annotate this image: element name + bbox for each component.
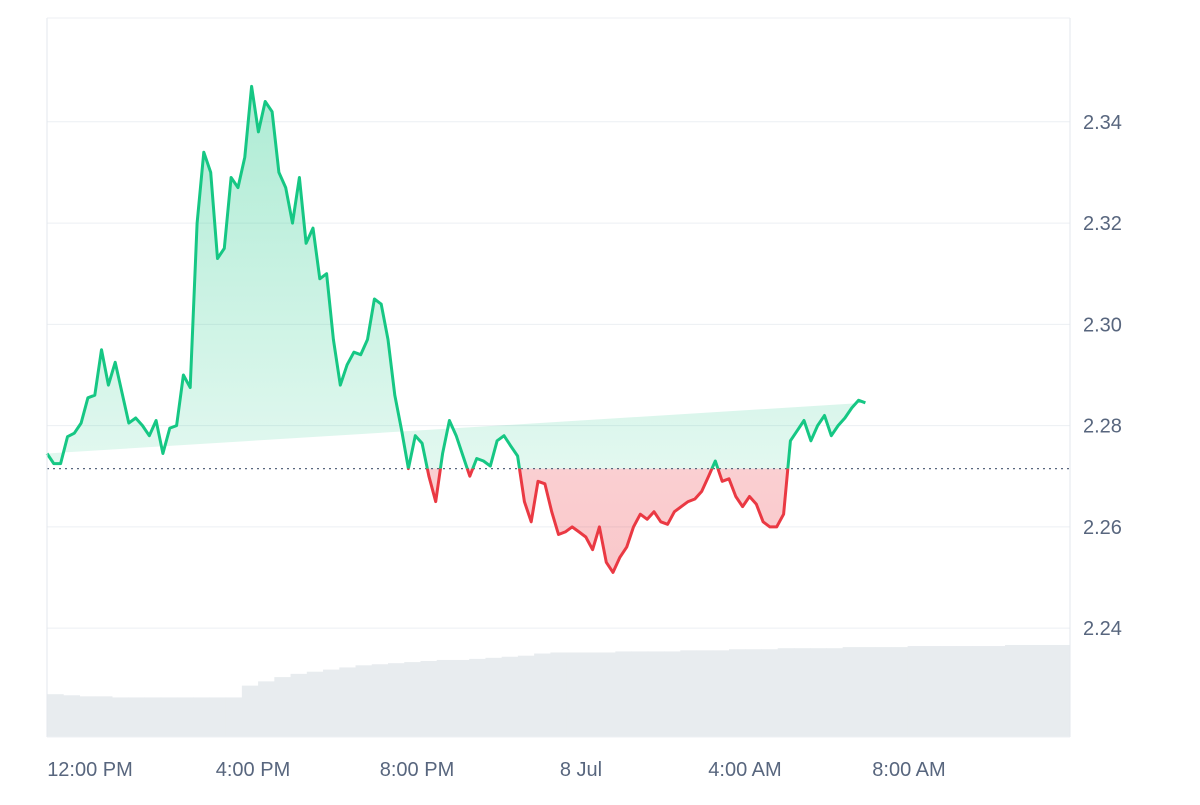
- volume-bar: [956, 646, 974, 737]
- volume-bar: [371, 664, 389, 737]
- volume-bar: [420, 661, 438, 737]
- volume-bar: [940, 646, 957, 737]
- volume-bar: [404, 662, 421, 737]
- volume-bar: [842, 647, 860, 737]
- volume-bar: [501, 656, 519, 737]
- volume-bar: [810, 648, 827, 737]
- volume-bar: [388, 663, 405, 737]
- volume-bar: [972, 646, 990, 737]
- volume-bar: [696, 650, 714, 737]
- volume-bar: [745, 649, 762, 737]
- x-tick-label: 8:00 AM: [872, 759, 945, 781]
- volume-bar: [582, 652, 600, 737]
- volume-bar: [485, 657, 503, 737]
- volume-bar: [193, 697, 210, 737]
- x-tick-label: 8:00 PM: [380, 759, 454, 781]
- x-axis-ticks: 12:00 PM 4:00 PM 8:00 PM 8 Jul 4:00 AM 8:00 A…: [47, 759, 946, 781]
- volume-bar: [793, 648, 811, 737]
- volume-bar: [615, 651, 633, 737]
- volume-bar: [469, 658, 486, 737]
- volume-bar: [95, 696, 113, 737]
- area-below-baseline: [427, 468, 788, 573]
- volume-bar: [47, 694, 64, 737]
- volume-bar: [1037, 644, 1055, 737]
- volume-bar: [209, 697, 227, 737]
- volume-bar: [63, 695, 80, 737]
- y-tick-label: 2.26: [1083, 517, 1122, 539]
- price-area: [47, 86, 866, 573]
- volume-bar: [323, 669, 340, 737]
- volume-bar: [79, 696, 97, 737]
- volume-bar: [858, 647, 876, 737]
- volume-bar: [144, 697, 162, 737]
- volume-bar: [631, 651, 649, 737]
- volume-bar: [274, 677, 292, 737]
- volume-bar: [550, 652, 568, 737]
- volume-bar: [1005, 644, 1022, 737]
- volume-bar: [160, 697, 178, 737]
- volume-bar: [729, 649, 746, 737]
- volume-bar: [306, 671, 324, 737]
- volume-bar: [907, 646, 925, 737]
- chart-frame: [46, 17, 1071, 738]
- volume-bar: [258, 681, 275, 737]
- volume-bar: [452, 659, 470, 737]
- volume-bar: [777, 648, 795, 737]
- x-tick-label: 8 Jul: [560, 759, 602, 781]
- volume-bar: [339, 667, 357, 737]
- volume-bar: [923, 646, 941, 737]
- volume-bar: [534, 653, 551, 737]
- x-tick-label: 4:00 PM: [216, 759, 290, 781]
- volume-bar: [176, 697, 194, 737]
- volume-bar: [647, 651, 665, 737]
- volume-bar: [1021, 644, 1039, 737]
- volume-bar: [566, 652, 584, 737]
- volume-bar: [225, 697, 243, 737]
- volume-bar: [241, 685, 259, 737]
- volume-bar: [988, 646, 1006, 737]
- y-tick-label: 2.30: [1083, 314, 1122, 336]
- y-tick-label: 2.28: [1083, 416, 1122, 438]
- volume-bar: [128, 697, 145, 737]
- area-above-baseline: [47, 86, 866, 469]
- x-tick-label: 12:00 PM: [47, 759, 133, 781]
- volume-bar: [664, 651, 681, 737]
- volume-bar: [875, 647, 892, 737]
- volume-bar: [355, 665, 373, 737]
- volume-bar: [680, 650, 698, 737]
- volume-bar: [826, 648, 844, 737]
- x-tick-label: 4:00 AM: [708, 759, 781, 781]
- volume-bar: [517, 655, 535, 737]
- volume-bar: [1053, 644, 1071, 737]
- y-tick-label: 2.32: [1083, 213, 1122, 235]
- volume-bar: [111, 697, 129, 737]
- y-axis-ticks: 2.24 2.26 2.28 2.30 2.32 2.34: [1083, 112, 1122, 640]
- volume-bar: [290, 673, 308, 737]
- price-line-above: [45, 84, 866, 469]
- volume-bar: [599, 652, 616, 737]
- volume-bar: [891, 647, 909, 737]
- volume-bar: [712, 650, 730, 737]
- volume-bar: [436, 659, 454, 737]
- y-tick-label: 2.24: [1083, 618, 1122, 640]
- y-tick-label: 2.34: [1083, 112, 1122, 134]
- price-line-below: [406, 468, 790, 574]
- volume-bars: [47, 644, 1071, 737]
- price-line: [45, 84, 866, 574]
- volume-bar: [761, 649, 779, 737]
